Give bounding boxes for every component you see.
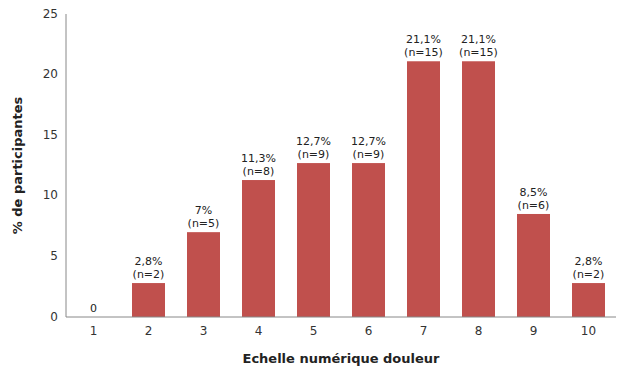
bar (352, 163, 385, 317)
data-label: 2,8%(n=2) (133, 255, 165, 281)
bar (572, 283, 605, 317)
data-label: 7%(n=5) (188, 204, 220, 230)
x-tick-label: 9 (530, 324, 538, 338)
chart: 02,8%(n=2)7%(n=5)11,3%(n=8)12,7%(n=9)12,… (0, 0, 632, 373)
bars (132, 61, 605, 317)
bar (297, 163, 330, 317)
bar (187, 232, 220, 317)
y-tick-label: 15 (43, 128, 58, 142)
bar (132, 283, 165, 317)
data-label: 2,8%(n=2) (573, 255, 605, 281)
y-tick-label: 20 (43, 67, 58, 81)
x-tick-label: 3 (200, 324, 208, 338)
bar (407, 61, 440, 317)
y-tick-label: 10 (43, 188, 58, 202)
bar (242, 180, 275, 317)
data-label: 12,7%(n=9) (351, 135, 386, 161)
y-tick-label: 0 (50, 310, 58, 324)
chart-container: 02,8%(n=2)7%(n=5)11,3%(n=8)12,7%(n=9)12,… (0, 0, 632, 373)
x-tick-label: 10 (581, 324, 596, 338)
y-tick-label: 25 (43, 7, 58, 21)
bar (517, 214, 550, 317)
x-axis-label: Echelle numérique douleur (243, 351, 441, 366)
x-tick-label: 8 (475, 324, 483, 338)
data-labels: 0 2,8%(n=2) 7%(n=5) 11,3%(n=8) 12,7%(n=9) 12,… (90, 33, 604, 315)
y-axis-label: % de participantes (10, 96, 25, 234)
x-axis-line (66, 317, 616, 318)
data-label: 21,1%(n=15) (459, 33, 498, 59)
y-axis-line (66, 14, 67, 317)
data-label: 8,5%(n=6) (518, 186, 550, 212)
bar (462, 61, 495, 317)
x-tick-label: 7 (420, 324, 428, 338)
x-tick-label: 6 (365, 324, 373, 338)
x-tick-label: 1 (90, 324, 98, 338)
data-label: 11,3%(n=8) (241, 152, 276, 178)
data-label: 0 (90, 302, 97, 315)
data-label: 21,1%(n=15) (404, 33, 443, 59)
y-tick-label: 5 (50, 249, 58, 263)
x-tick-label: 4 (255, 324, 263, 338)
x-tick-label: 5 (310, 324, 318, 338)
x-tick-label: 2 (145, 324, 153, 338)
data-label: 12,7%(n=9) (296, 135, 331, 161)
